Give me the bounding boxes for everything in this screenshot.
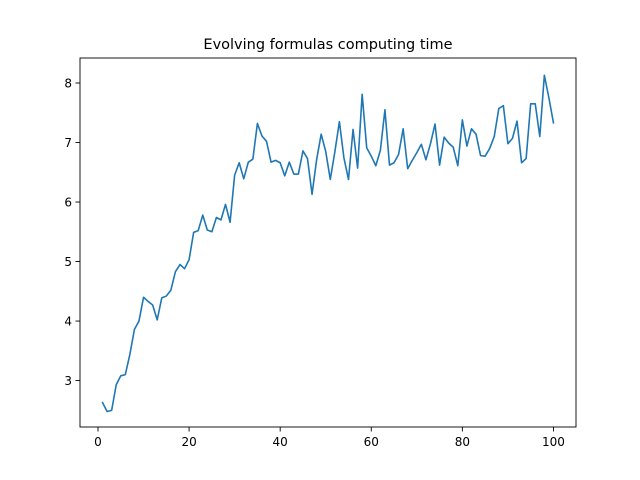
y-tick-label: 6: [64, 195, 72, 209]
x-tick-label: 0: [94, 435, 102, 449]
y-tick-label: 5: [64, 255, 72, 269]
x-tick-label: 100: [542, 435, 565, 449]
y-tick-label: 4: [64, 314, 72, 328]
plot-frame: [79, 57, 577, 428]
chart-title: Evolving formulas computing time: [203, 37, 452, 53]
y-tick-label: 7: [64, 136, 72, 150]
y-tick-label: 3: [64, 374, 72, 388]
x-tick-label: 40: [273, 435, 288, 449]
y-tick-label: 8: [64, 76, 72, 90]
series-line-0: [101, 74, 555, 413]
x-tick-label: 20: [181, 435, 196, 449]
x-tick-label: 60: [364, 435, 379, 449]
axes-layer: 0 20 40 60 80 100 3 4 5 6 7 8: [64, 57, 577, 449]
x-tick-label: 80: [455, 435, 470, 449]
series-layer: [101, 74, 555, 413]
